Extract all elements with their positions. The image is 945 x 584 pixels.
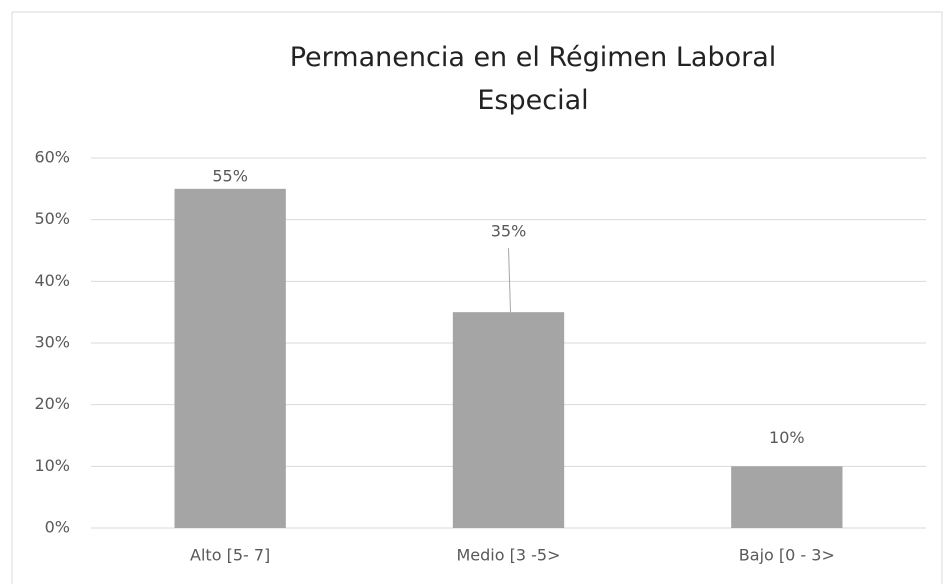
chart-title: Permanencia en el Régimen Laboral Especi… <box>289 42 777 116</box>
chart-border <box>11 11 943 584</box>
data-label: 55% <box>212 166 248 185</box>
bar <box>452 312 565 528</box>
leader-line <box>508 248 511 313</box>
y-tick-label: 60% <box>34 148 70 167</box>
y-tick-label: 50% <box>34 209 70 228</box>
y-tick-label: 40% <box>34 271 70 290</box>
x-tick-label: Bajo [0 - 3> <box>739 546 835 565</box>
x-tick-label: Alto [5- 7] <box>190 546 270 565</box>
data-label: 35% <box>491 222 527 241</box>
y-tick-label: 0% <box>45 518 70 537</box>
bar <box>731 466 843 528</box>
data-label: 10% <box>769 428 805 447</box>
y-tick-label: 20% <box>34 394 70 413</box>
bar <box>174 188 286 529</box>
x-tick-label: Medio [3 -5> <box>457 546 561 565</box>
y-tick-label: 30% <box>34 333 70 352</box>
y-tick-label: 10% <box>34 456 70 475</box>
